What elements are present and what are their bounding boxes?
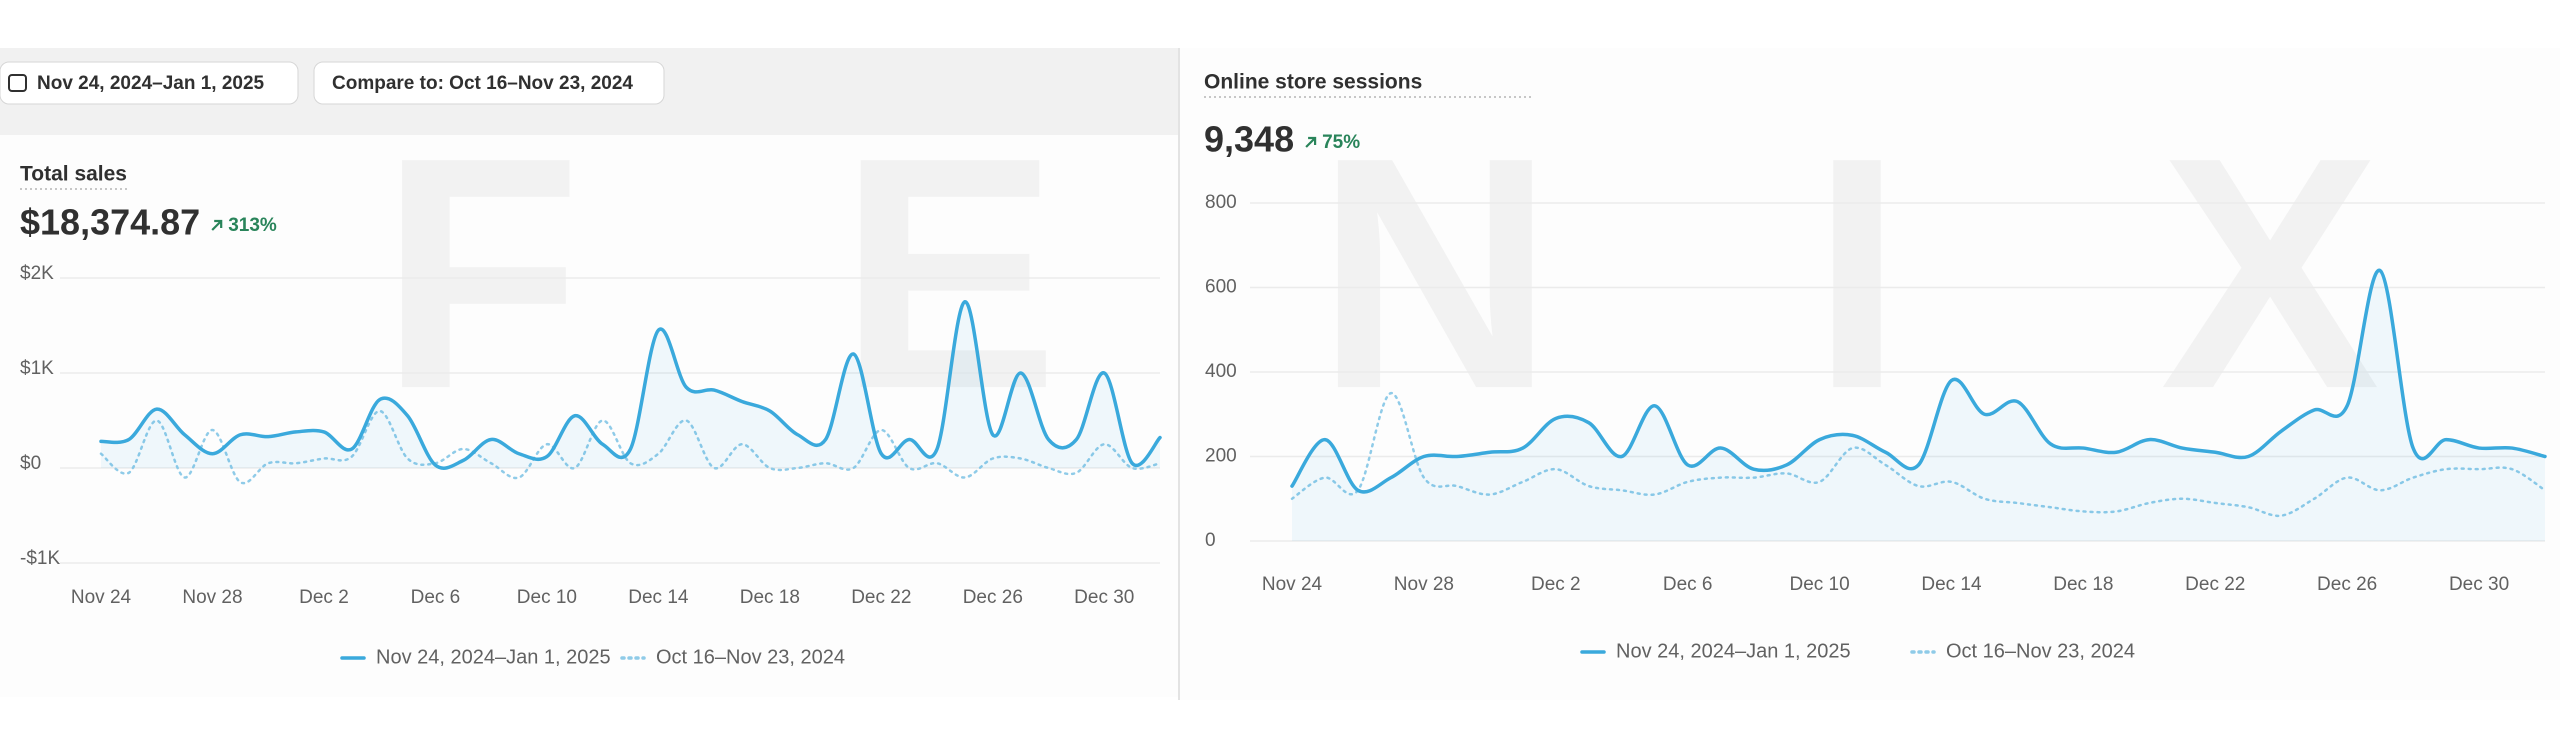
x-tick-label: Dec 26 (963, 587, 1023, 608)
x-tick-label: Dec 10 (1789, 574, 1849, 595)
date-range: Nov 24, 2024–Jan 1, 2025 (37, 73, 265, 94)
compare-button[interactable] (313, 61, 665, 105)
series-line (99, 299, 1162, 470)
series-line (1290, 391, 2547, 518)
chart-title: Total sales (20, 163, 127, 186)
y-tick-label: 800 (1205, 192, 1237, 213)
y-tick-label: 600 (1205, 277, 1237, 298)
x-tick-label: Dec 14 (628, 587, 689, 608)
chart-title: Online store sessions (1204, 71, 1422, 94)
area (1292, 270, 2545, 541)
y-tick-label: 400 (1205, 361, 1237, 382)
legend-label: Nov 24, 2024–Jan 1, 2025 (1616, 640, 1851, 662)
y-tick-label: $1K (20, 358, 54, 379)
x-tick-label: Dec 2 (1531, 574, 1581, 595)
y-tick-label: $2K (20, 263, 54, 284)
x-tick-label: Dec 26 (2317, 574, 2377, 595)
metric-value: 9,348 (1204, 119, 1294, 160)
x-tick-label: Dec 6 (411, 587, 461, 608)
y-tick-label: $0 (20, 453, 41, 474)
card (1180, 48, 2560, 700)
compare: Compare to: Oct 16–Nov 23, 2024 (332, 73, 633, 94)
x-tick-label: Nov 24 (71, 587, 132, 608)
x-tick-label: Dec 10 (517, 587, 577, 608)
legend-label: Nov 24, 2024–Jan 1, 2025 (376, 646, 611, 668)
y-tick-label: -$1K (20, 548, 60, 569)
x-tick-label: Dec 22 (2185, 574, 2245, 595)
x-tick-label: Nov 28 (182, 587, 242, 608)
trend-arrow (211, 219, 223, 231)
card (0, 135, 1178, 697)
metric-value: $18,374.87 (20, 202, 200, 243)
date-range-button[interactable] (0, 61, 299, 105)
x-tick-label: Dec 30 (2449, 574, 2509, 595)
x-tick-label: Dec 18 (2053, 574, 2113, 595)
x-tick-label: Dec 22 (851, 587, 911, 608)
legend-label: Oct 16–Nov 23, 2024 (1946, 640, 2135, 662)
x-tick-label: Dec 18 (740, 587, 800, 608)
metric-change: 313% (228, 215, 277, 236)
x-tick-label: Dec 6 (1663, 574, 1713, 595)
metric-change: 75% (1322, 132, 1360, 153)
series-line (99, 409, 1162, 485)
x-tick-label: Dec 30 (1074, 587, 1134, 608)
series-line (1290, 268, 2547, 494)
y-tick-label: 0 (1205, 530, 1216, 551)
x-tick-label: Nov 24 (1262, 574, 1323, 595)
legend-label: Oct 16–Nov 23, 2024 (656, 646, 845, 668)
calendar-icon (8, 74, 27, 92)
y-tick-label: 200 (1205, 446, 1237, 467)
trend-arrow (1305, 136, 1317, 148)
x-tick-label: Dec 14 (1921, 574, 1982, 595)
x-tick-label: Nov 28 (1394, 574, 1454, 595)
x-tick-label: Dec 2 (299, 587, 349, 608)
